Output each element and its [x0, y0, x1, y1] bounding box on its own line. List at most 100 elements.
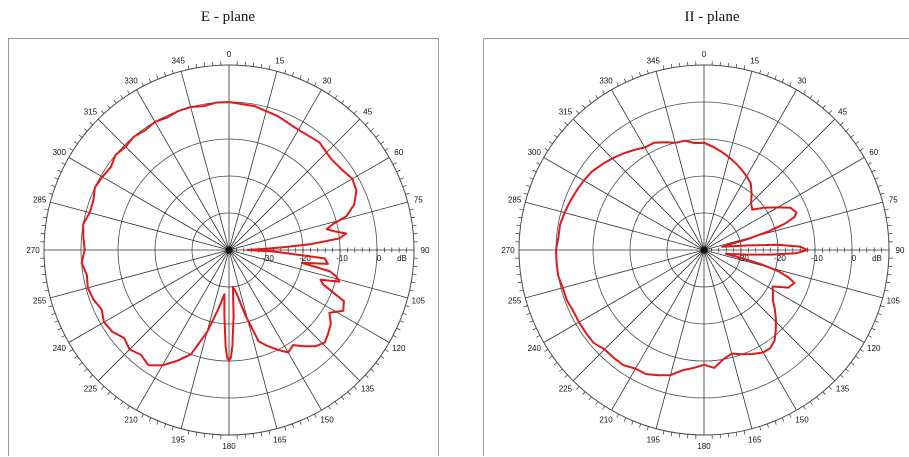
angle-minor-tick: [108, 392, 111, 395]
angle-minor-tick: [589, 397, 591, 400]
angle-minor-tick: [518, 217, 522, 218]
angle-minor-tick: [517, 274, 521, 275]
angle-minor-tick: [285, 70, 286, 74]
angle-minor-tick: [371, 369, 374, 372]
angle-minor-tick: [589, 100, 591, 103]
angle-minor-tick: [269, 431, 270, 435]
angle-minor-tick: [84, 129, 87, 132]
grid-spoke: [704, 250, 835, 381]
angle-tick-label: 0: [227, 50, 232, 59]
angle-minor-tick: [79, 363, 82, 365]
angle-minor-tick: [84, 369, 87, 372]
grid-spoke: [229, 250, 277, 429]
angle-minor-tick: [533, 170, 537, 172]
angle-minor-tick: [188, 431, 189, 435]
angle-tick-label: 225: [559, 385, 573, 394]
angle-minor-tick: [411, 217, 415, 218]
angle-minor-tick: [536, 335, 540, 337]
angle-minor-tick: [524, 306, 528, 307]
angle-minor-tick: [767, 424, 768, 428]
angle-minor-tick: [44, 290, 48, 291]
angle-minor-tick: [878, 185, 882, 186]
angle-minor-tick: [885, 290, 889, 291]
grid-spoke: [573, 119, 704, 250]
angle-tick-label: 240: [53, 344, 67, 353]
angle-minor-tick: [90, 122, 93, 125]
angle-minor-tick: [576, 111, 579, 114]
angle-minor-tick: [728, 63, 729, 67]
angle-minor-tick: [403, 185, 407, 186]
angle-tick-label: 135: [361, 385, 375, 394]
grid-spoke: [704, 158, 864, 251]
angle-minor-tick: [529, 321, 533, 323]
angle-tick-label: 300: [528, 148, 542, 157]
angle-tick-label: 210: [599, 416, 613, 425]
angle-minor-tick: [526, 185, 530, 186]
angle-minor-tick: [519, 209, 523, 210]
angle-minor-tick: [840, 375, 843, 378]
angle-tick-label: 270: [501, 246, 515, 255]
angle-tick-label: 270: [26, 246, 40, 255]
angle-minor-tick: [342, 100, 344, 103]
grid-spoke: [137, 90, 230, 250]
angle-minor-tick: [397, 170, 401, 172]
angle-minor-tick: [204, 433, 205, 437]
angle-minor-tick: [307, 79, 309, 83]
angle-minor-tick: [101, 111, 104, 114]
angle-minor-tick: [868, 163, 872, 165]
e-plane-polar-plot: 0153045607590105120135150165180195210225…: [9, 39, 440, 457]
angle-minor-tick: [639, 72, 640, 76]
angle-minor-tick: [292, 424, 293, 428]
grid-spoke: [229, 250, 360, 381]
angle-minor-tick: [253, 433, 254, 437]
angle-tick-label: 0: [702, 50, 707, 59]
angle-minor-tick: [810, 402, 812, 405]
angle-minor-tick: [405, 306, 409, 307]
angle-minor-tick: [43, 282, 47, 283]
angle-minor-tick: [114, 397, 116, 400]
grid-spoke: [544, 250, 704, 343]
angle-minor-tick: [526, 313, 530, 314]
angle-minor-tick: [868, 335, 872, 337]
angle-minor-tick: [823, 105, 826, 108]
grid-spoke: [50, 250, 229, 298]
angle-minor-tick: [149, 79, 151, 83]
angle-tick-label: 60: [394, 148, 403, 157]
grid-spoke: [525, 202, 704, 250]
angle-minor-tick: [632, 75, 634, 79]
angle-minor-tick: [101, 386, 104, 389]
angle-minor-tick: [545, 148, 548, 150]
grid-spoke: [229, 71, 277, 250]
angle-minor-tick: [70, 349, 73, 351]
angle-minor-tick: [823, 392, 826, 395]
angle-tick-label: 75: [414, 195, 423, 204]
angle-minor-tick: [663, 431, 664, 435]
grid-spoke: [229, 90, 322, 250]
angle-minor-tick: [536, 163, 540, 165]
angle-tick-label: 150: [795, 416, 809, 425]
angle-minor-tick: [679, 63, 680, 67]
angle-minor-tick: [397, 328, 401, 330]
angle-minor-tick: [74, 356, 77, 358]
radial-tick-label: -30: [262, 254, 274, 263]
angle-minor-tick: [354, 111, 357, 114]
angle-minor-tick: [856, 142, 859, 144]
angle-minor-tick: [261, 432, 262, 436]
angle-minor-tick: [204, 63, 205, 67]
angle-minor-tick: [403, 313, 407, 314]
angle-minor-tick: [829, 111, 832, 114]
angle-minor-tick: [196, 64, 197, 68]
angle-minor-tick: [412, 274, 416, 275]
angle-minor-tick: [583, 105, 586, 108]
angle-minor-tick: [576, 386, 579, 389]
angle-minor-tick: [602, 406, 604, 409]
angle-minor-tick: [596, 95, 598, 98]
grid-spoke: [525, 250, 704, 298]
angle-minor-tick: [775, 75, 777, 79]
angle-minor-tick: [846, 369, 849, 372]
angle-minor-tick: [856, 356, 859, 358]
radiation-pattern-line: [556, 141, 808, 376]
angle-minor-tick: [142, 414, 144, 418]
angle-minor-tick: [767, 72, 768, 76]
angle-minor-tick: [817, 397, 819, 400]
